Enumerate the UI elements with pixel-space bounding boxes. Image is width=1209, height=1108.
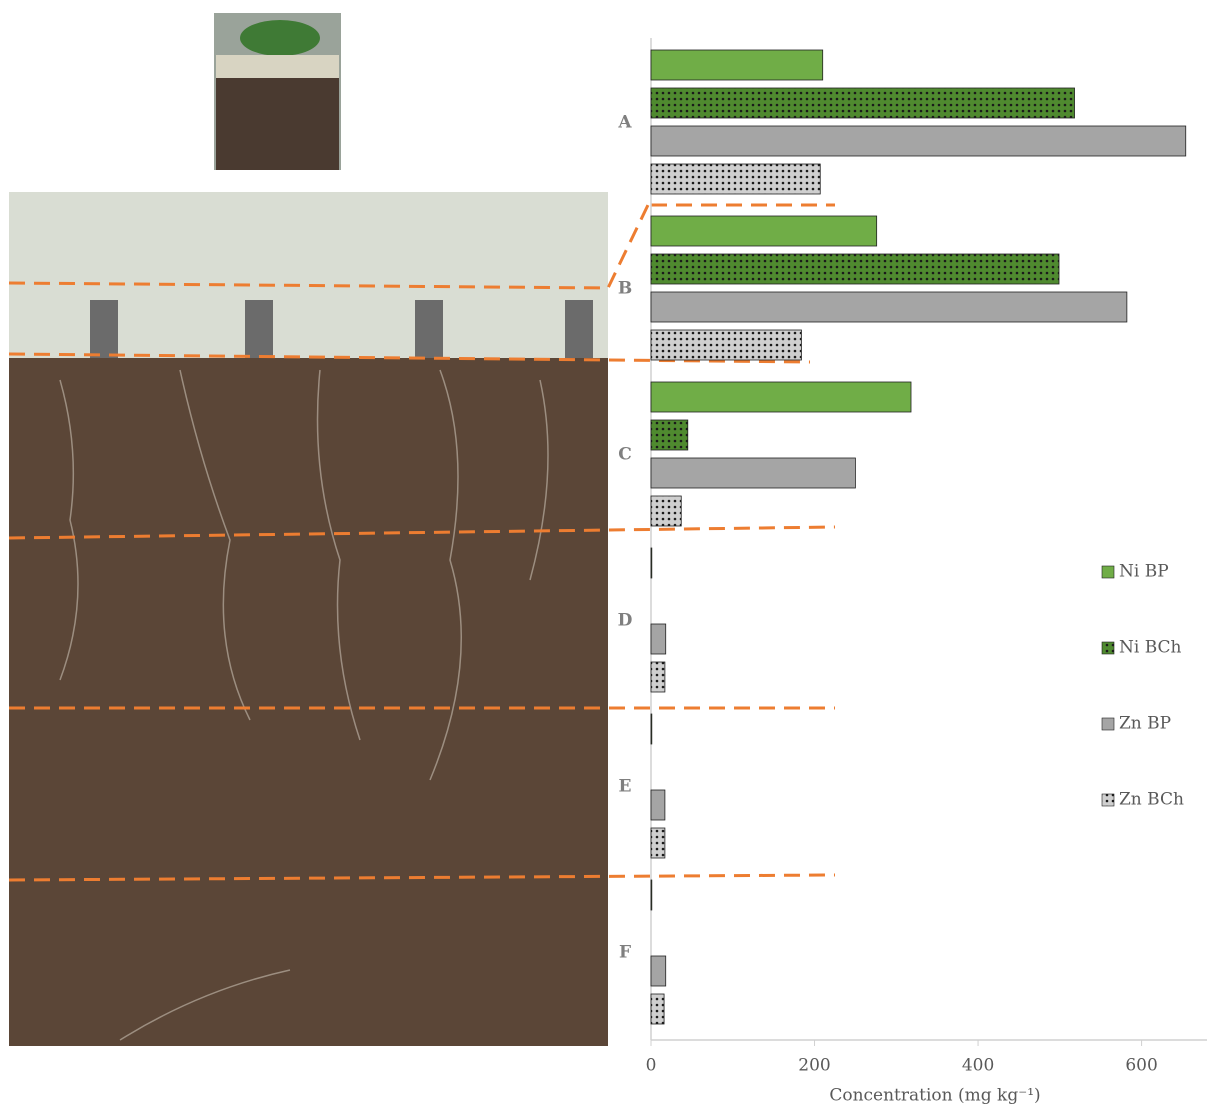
bar <box>650 329 802 361</box>
x-axis-label: Concentration (mg kg⁻¹) <box>829 1086 1040 1106</box>
bar <box>650 381 912 413</box>
bar <box>650 49 824 81</box>
x-tick-label: 400 <box>962 1056 994 1076</box>
bar <box>650 789 666 821</box>
legend-label: Zn BP <box>1119 714 1171 734</box>
bar <box>650 623 667 655</box>
zone-lines <box>8 203 836 882</box>
bar <box>650 661 666 693</box>
bar <box>650 955 667 987</box>
bar <box>650 547 653 579</box>
plant-photo <box>214 13 341 170</box>
bar <box>650 163 821 195</box>
x-tick-label: 0 <box>646 1056 657 1076</box>
bar <box>650 879 653 911</box>
bar <box>650 253 1060 285</box>
bar <box>650 457 856 489</box>
category-label: A <box>617 113 632 133</box>
legend-label: Ni BP <box>1119 562 1169 582</box>
category-label: B <box>618 279 632 299</box>
category-label: E <box>619 777 632 797</box>
bar <box>650 419 689 451</box>
bar <box>650 495 682 527</box>
category-label: F <box>619 943 631 963</box>
bar <box>650 125 1187 157</box>
bar <box>650 291 1128 323</box>
category-label: D <box>618 611 633 631</box>
legend-swatch <box>1101 641 1115 655</box>
x-tick-label: 600 <box>1125 1056 1157 1076</box>
legend-swatch <box>1101 565 1115 579</box>
legend-swatch <box>1101 793 1115 807</box>
bar <box>650 713 653 745</box>
bar <box>650 215 878 247</box>
rhizobox-photo <box>9 192 608 1046</box>
x-tick-label: 200 <box>798 1056 830 1076</box>
legend-label: Ni BCh <box>1119 638 1182 658</box>
bar <box>650 993 665 1025</box>
legend-label: Zn BCh <box>1119 790 1184 810</box>
bar <box>650 827 666 859</box>
category-label: C <box>618 445 632 465</box>
legend-swatch <box>1101 717 1115 731</box>
bar <box>650 87 1075 119</box>
